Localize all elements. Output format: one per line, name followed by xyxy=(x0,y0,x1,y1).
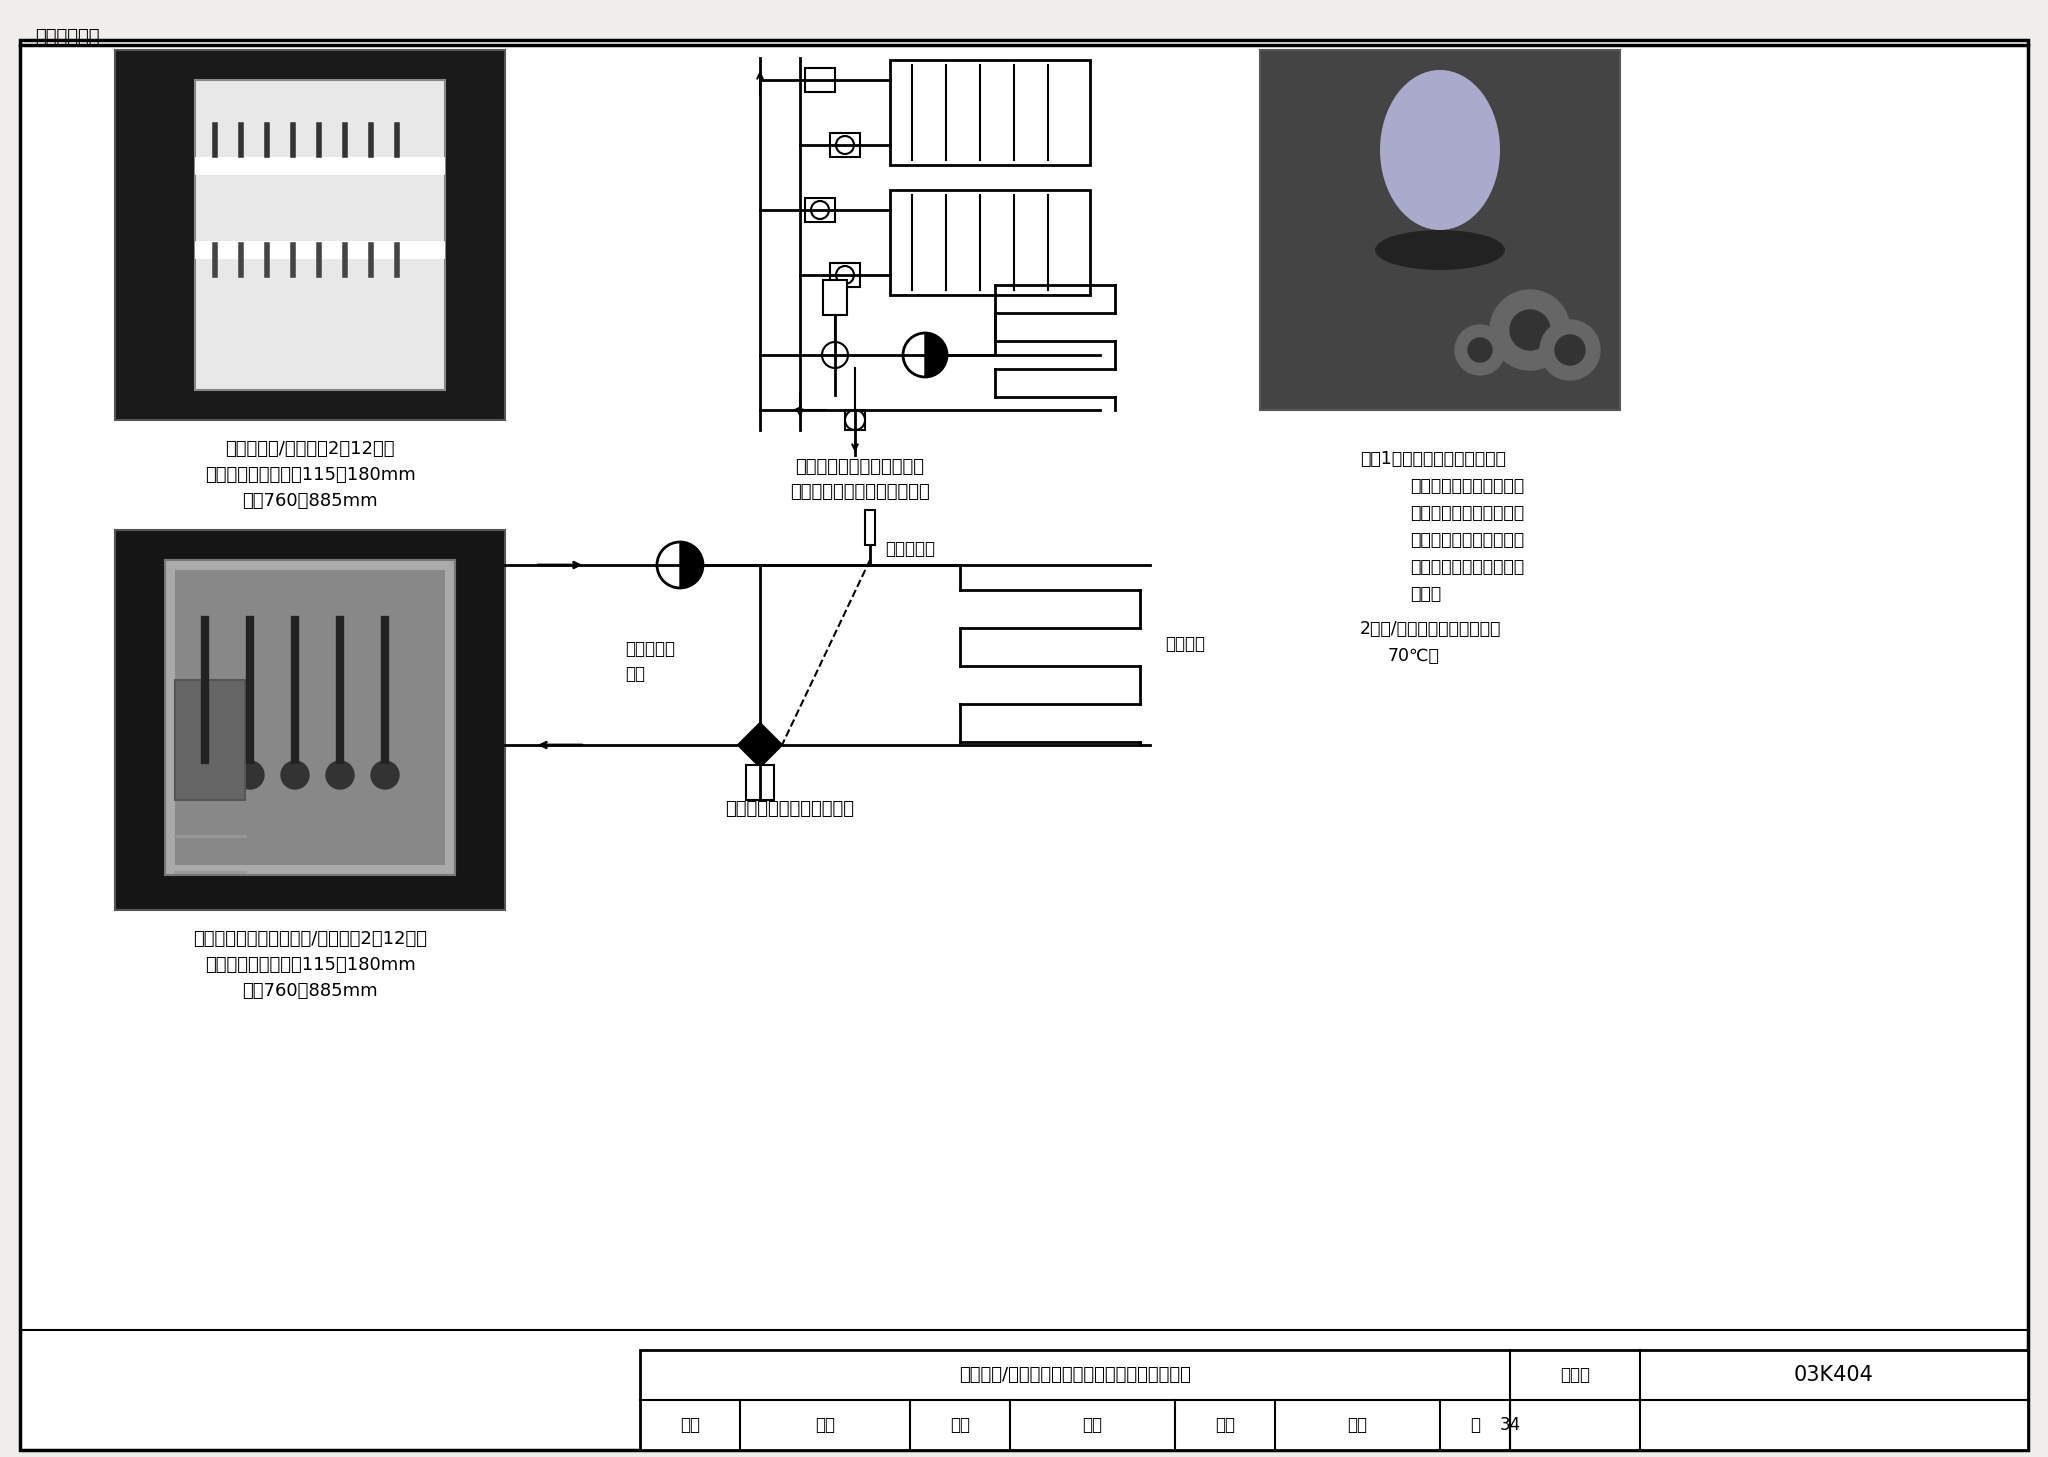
Wedge shape xyxy=(680,542,702,589)
Text: 70℃。: 70℃。 xyxy=(1389,647,1440,664)
Bar xyxy=(829,264,860,287)
Text: 镀锌钢板箱壳，厚度115～180mm: 镀锌钢板箱壳，厚度115～180mm xyxy=(205,956,416,973)
Circle shape xyxy=(811,201,829,219)
Ellipse shape xyxy=(1374,230,1505,270)
Bar xyxy=(174,570,444,865)
Circle shape xyxy=(657,542,702,589)
Text: 温度控制器: 温度控制器 xyxy=(885,541,936,558)
Bar xyxy=(745,765,774,800)
Circle shape xyxy=(836,136,854,154)
Circle shape xyxy=(811,71,829,89)
Bar xyxy=(823,280,848,315)
Circle shape xyxy=(1468,338,1493,361)
Text: （北京）有限公司提供资: （北京）有限公司提供资 xyxy=(1409,476,1524,495)
Circle shape xyxy=(1454,325,1505,374)
Text: （二通阀和控制元件见右图）: （二通阀和控制元件见右图） xyxy=(791,484,930,501)
Text: 相关技术资料: 相关技术资料 xyxy=(35,28,100,47)
Text: 可能与本页不符，应注意: 可能与本页不符，应注意 xyxy=(1409,558,1524,576)
Text: 二通阀控制供水温度原理图: 二通阀控制供水温度原理图 xyxy=(795,457,924,476)
Circle shape xyxy=(846,409,864,430)
Text: 03K404: 03K404 xyxy=(1794,1365,1874,1386)
Text: 校对: 校对 xyxy=(950,1416,971,1434)
Text: 设计: 设计 xyxy=(1214,1416,1235,1434)
Text: 带混水装置的全不锈钢分/集水器，2～12环路: 带混水装置的全不锈钢分/集水器，2～12环路 xyxy=(193,930,426,949)
Polygon shape xyxy=(737,723,760,766)
Text: 王石: 王石 xyxy=(1348,1416,1368,1434)
Bar xyxy=(864,510,874,545)
Circle shape xyxy=(371,761,399,790)
Bar xyxy=(195,240,444,258)
Text: 王石: 王石 xyxy=(815,1416,836,1434)
Circle shape xyxy=(1540,321,1599,380)
Bar xyxy=(115,530,506,911)
Bar xyxy=(805,68,836,92)
Circle shape xyxy=(821,342,848,369)
Text: 三通分流调: 三通分流调 xyxy=(625,640,676,659)
Circle shape xyxy=(903,334,946,377)
Text: 镀锌钢板箱壳，厚度115～180mm: 镀锌钢板箱壳，厚度115～180mm xyxy=(205,466,416,484)
Text: 34: 34 xyxy=(1499,1416,1520,1434)
Text: 图集号: 图集号 xyxy=(1561,1367,1589,1384)
Circle shape xyxy=(326,761,354,790)
Text: 高度760～885mm: 高度760～885mm xyxy=(242,982,377,1000)
Text: 核对。: 核对。 xyxy=(1409,586,1442,603)
Text: 高度760～885mm: 高度760～885mm xyxy=(242,492,377,510)
Text: 不锈钢分/集水器（带箱）及供水温度调节示意图: 不锈钢分/集水器（带箱）及供水温度调节示意图 xyxy=(958,1367,1192,1384)
Circle shape xyxy=(1491,290,1571,370)
Circle shape xyxy=(281,761,309,790)
Circle shape xyxy=(236,761,264,790)
Bar xyxy=(805,198,836,221)
Bar xyxy=(195,80,444,390)
Circle shape xyxy=(836,267,854,284)
Text: 全不锈钢分/集水器，2～12环路: 全不锈钢分/集水器，2～12环路 xyxy=(225,440,395,457)
Text: 2．分/集水器最高工作温度：: 2．分/集水器最高工作温度： xyxy=(1360,621,1501,638)
Polygon shape xyxy=(760,723,782,766)
Bar xyxy=(1260,50,1620,409)
Bar xyxy=(115,530,506,911)
Text: 审核: 审核 xyxy=(680,1416,700,1434)
Text: 品，参数、外形、尺寸等: 品，参数、外形、尺寸等 xyxy=(1409,530,1524,549)
Text: 页: 页 xyxy=(1470,1416,1481,1434)
Text: 杜欣: 杜欣 xyxy=(1083,1416,1102,1434)
Wedge shape xyxy=(926,334,946,377)
Bar xyxy=(639,1351,2028,1450)
Bar xyxy=(115,50,506,420)
Ellipse shape xyxy=(1380,70,1499,230)
Bar xyxy=(174,680,246,800)
Circle shape xyxy=(190,761,219,790)
Circle shape xyxy=(1509,310,1550,350)
Text: 料编制。其他公司类似产: 料编制。其他公司类似产 xyxy=(1409,504,1524,522)
Bar xyxy=(891,189,1090,294)
Text: 地板采暖: 地板采暖 xyxy=(1165,635,1204,653)
Bar xyxy=(891,60,1090,165)
Bar xyxy=(115,50,506,420)
Bar xyxy=(829,133,860,157)
Circle shape xyxy=(1554,335,1585,366)
Bar xyxy=(846,409,864,430)
Text: 注：1．本页按欧文托普门系统: 注：1．本页按欧文托普门系统 xyxy=(1360,450,1505,468)
Bar xyxy=(195,157,444,175)
Bar xyxy=(1260,50,1620,409)
Bar xyxy=(166,559,455,876)
Text: 三通阀控制供水温度原理图: 三通阀控制供水温度原理图 xyxy=(725,800,854,817)
Text: 节阀: 节阀 xyxy=(625,664,645,683)
